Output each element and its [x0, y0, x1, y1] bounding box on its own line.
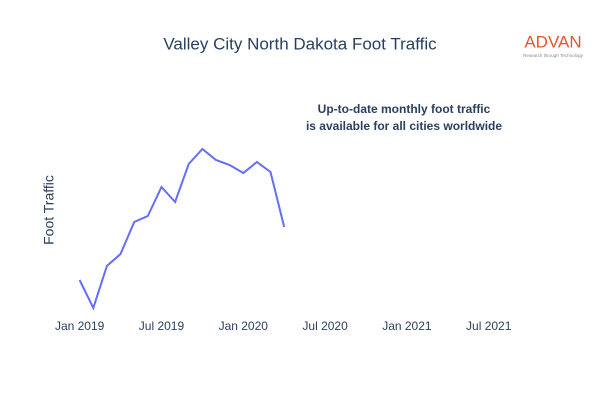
y-axis-label: Foot Traffic	[41, 175, 57, 245]
x-tick-label: Jul 2021	[466, 319, 512, 333]
annotation: is available for all cities worldwide	[306, 119, 502, 133]
annotation: Up-to-date monthly foot traffic	[318, 102, 491, 116]
chart-title: Valley City North Dakota Foot Traffic	[163, 34, 437, 53]
x-tick-label: Jan 2021	[382, 319, 432, 333]
logo-tagline: Research through Technology	[523, 53, 583, 58]
logo: ADVAN	[524, 32, 581, 51]
x-tick-label: Jul 2019	[139, 319, 185, 333]
x-tick-label: Jan 2019	[55, 319, 105, 333]
x-tick-label: Jul 2020	[302, 319, 348, 333]
x-tick-label: Jan 2020	[219, 319, 269, 333]
line	[78, 147, 286, 311]
